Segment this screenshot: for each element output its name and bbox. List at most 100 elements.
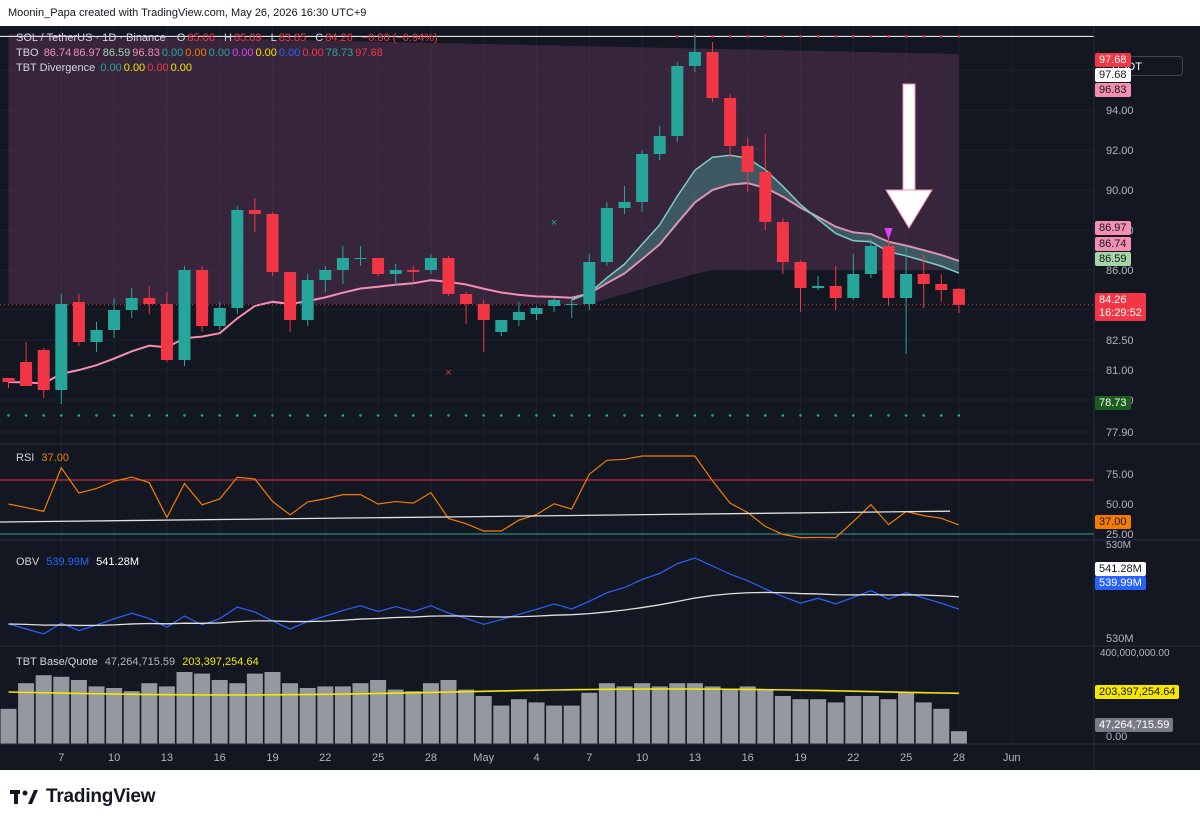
support-dot	[693, 414, 697, 417]
volume-bar	[458, 689, 475, 744]
volume-bar	[299, 688, 316, 744]
price-axis-tick: 82.50	[1106, 335, 1134, 347]
obv-value-1: 539.99M	[46, 556, 90, 568]
volume-axis-tick: 0.00	[1106, 731, 1127, 743]
price-tag-8659: 86.59	[1095, 252, 1131, 266]
time-axis-tick: 16	[742, 752, 754, 764]
volume-bar	[827, 702, 844, 744]
divergence-value: 0.00	[100, 62, 122, 74]
time-axis-tick: 10	[108, 752, 120, 764]
support-dot	[570, 414, 573, 417]
header-text: Moonin_Papa created with TradingView.com…	[8, 7, 367, 19]
volume-bar	[334, 686, 351, 744]
candle-body	[759, 172, 772, 222]
support-dot	[464, 414, 468, 417]
volume-bar	[282, 683, 299, 744]
price-axis-tick: 81.00	[1106, 365, 1134, 377]
support-dot	[535, 414, 538, 417]
volume-bar	[528, 702, 545, 744]
candle-body	[512, 312, 525, 320]
volume-bar	[88, 686, 105, 744]
divergence-value: 0.00	[123, 62, 146, 74]
rsi-axis-tick: 50.00	[1106, 499, 1134, 511]
time-axis-tick: 28	[425, 752, 437, 764]
tbo-value: 0.00	[232, 47, 254, 59]
support-dot	[482, 414, 486, 417]
support-dot	[552, 414, 556, 417]
time-axis-tick: 13	[161, 752, 173, 764]
time-axis-tick: 7	[586, 752, 592, 764]
resistance-dot	[957, 35, 961, 38]
time-axis-tick: 10	[636, 752, 648, 764]
support-dot	[24, 414, 28, 417]
candle-body	[213, 308, 226, 326]
volume-bar	[862, 696, 879, 744]
candle-body	[90, 330, 103, 342]
support-dot	[183, 414, 186, 417]
sell-signal-x: ×	[445, 367, 451, 379]
volume-tag-yellow: 203,397,254.64	[1095, 685, 1180, 699]
volume-bar	[493, 705, 510, 744]
rsi-value: 37.00	[41, 452, 69, 464]
volume-bar	[158, 686, 175, 744]
tbo-label: TBO	[16, 47, 39, 59]
volume-bar	[510, 699, 527, 744]
tbo-value: 0.00	[208, 47, 231, 59]
volume-bar	[950, 731, 967, 744]
candle-body	[706, 52, 719, 98]
volume-bar	[792, 699, 809, 744]
candle-body	[583, 262, 596, 304]
candle-body	[442, 258, 455, 294]
resistance-dot	[816, 35, 820, 38]
candle-body	[108, 310, 121, 330]
time-axis-tick: 28	[953, 752, 965, 764]
candle-body	[477, 304, 490, 320]
candle-body	[724, 98, 737, 146]
volume-bar	[370, 680, 387, 744]
time-axis-tick: 19	[266, 752, 278, 764]
support-dot	[394, 414, 398, 417]
volume-bar	[387, 689, 404, 744]
support-dot	[77, 414, 81, 417]
time-axis-tick: 22	[319, 752, 331, 764]
candle-body	[548, 300, 561, 306]
last-price-value: 84.26	[1099, 294, 1127, 306]
time-axis-tick: Jun	[1003, 752, 1021, 764]
price-tag-9683: 96.83	[1095, 83, 1131, 97]
resistance-dot	[834, 35, 837, 38]
volume-bar	[352, 683, 369, 744]
obv-title: OBV	[16, 556, 40, 568]
resistance-dot	[711, 35, 714, 38]
volume-bar	[246, 673, 263, 744]
support-dot	[728, 414, 732, 417]
tradingview-logo[interactable]: TradingView	[10, 786, 156, 808]
tbo-value: 0.00	[185, 47, 207, 59]
obv-line	[8, 557, 960, 635]
volume-bar	[53, 676, 70, 744]
tbo-value: 0.00	[161, 47, 184, 59]
last-price-tag: 84.26 16:29:52	[1095, 293, 1146, 321]
tradingview-logo-icon	[10, 790, 38, 804]
time-axis-tick: 25	[372, 752, 384, 764]
volume-bar	[141, 683, 158, 744]
support-dot	[42, 414, 45, 417]
time-axis-tick: May	[473, 752, 494, 764]
support-dot	[799, 414, 802, 417]
obv-tag-blue: 539.99M	[1095, 576, 1146, 590]
chart-svg[interactable]: ×× 96.0094.0092.0090.0088.0086.0084.0082…	[0, 26, 1200, 770]
obv-ma-line	[8, 591, 959, 627]
volume-bar	[18, 683, 35, 744]
chart-area[interactable]: ×× 96.0094.0092.0090.0088.0086.0084.0082…	[0, 26, 1200, 770]
time-axis-tick: 19	[794, 752, 806, 764]
volume-bar	[810, 699, 827, 744]
footer: TradingView	[0, 770, 1200, 823]
volume-bar	[845, 696, 862, 744]
resistance-dot	[781, 35, 785, 38]
rsi-axis-tick: 25.00	[1106, 529, 1134, 541]
close-label: C	[315, 32, 324, 44]
candle-body	[301, 280, 314, 320]
rsi-line	[8, 455, 960, 539]
volume-bar	[933, 708, 950, 744]
candle-body	[389, 270, 402, 274]
volume-bar	[106, 688, 123, 744]
